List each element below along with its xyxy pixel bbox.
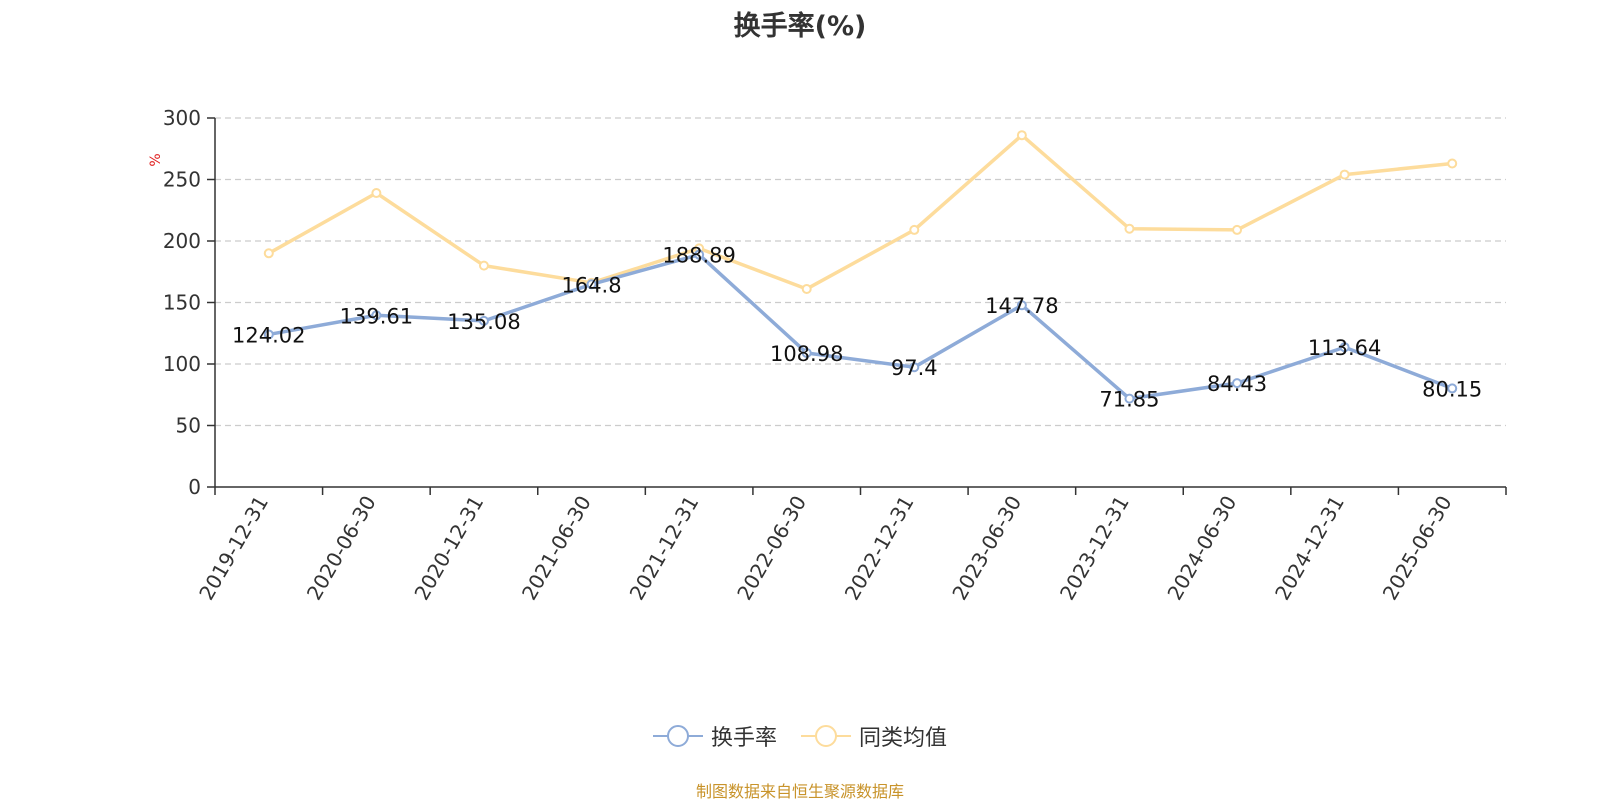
legend-marker-icon: [801, 725, 851, 747]
data-point: [909, 362, 920, 373]
source-note: 制图数据来自恒生聚源数据库: [695, 782, 904, 801]
data-label: 124.02: [232, 323, 305, 347]
data-label: 139.61: [340, 304, 413, 328]
gridlines: [215, 117, 1506, 427]
data-label: 84.43: [1207, 372, 1267, 396]
data-label: 188.89: [662, 244, 735, 268]
data-point: [1124, 223, 1135, 234]
data-label: 80.15: [1422, 377, 1482, 401]
data-point: [586, 279, 597, 290]
y-tick-label: 50: [176, 414, 201, 438]
data-point: [801, 347, 812, 358]
x-tick-label: 2020-12-31: [409, 492, 488, 605]
y-tick-label: 300: [163, 106, 201, 130]
series: [263, 130, 1458, 404]
x-tick-label: 2019-12-31: [194, 492, 273, 605]
data-point: [694, 249, 705, 260]
x-tick-label: 2022-06-30: [732, 492, 811, 605]
x-tick-label: 2021-12-31: [625, 492, 704, 605]
data-point: [1016, 300, 1027, 311]
data-point: [1232, 378, 1243, 389]
data-point: [478, 260, 489, 271]
x-tick-label: 2021-06-30: [517, 492, 596, 605]
y-axis-label: %: [148, 153, 164, 166]
legend-circle: [815, 725, 837, 747]
data-point: [371, 188, 382, 199]
legend-marker-icon: [652, 725, 703, 747]
legend-label: 换手率: [710, 726, 777, 751]
x-tick-label: 2020-06-30: [302, 492, 381, 605]
data-label: 164.8: [561, 273, 621, 297]
x-tick-label: 2024-06-30: [1162, 492, 1241, 605]
x-tick-label: 2023-12-31: [1055, 492, 1134, 605]
series-line: [268, 252, 1453, 401]
y-tick-label: 150: [163, 291, 201, 315]
data-point: [909, 224, 920, 235]
legend-item[interactable]: 同类均值: [801, 720, 947, 752]
data-label: 71.85: [1099, 388, 1159, 412]
chart-title: 换手率(%): [733, 11, 867, 42]
data-point: [263, 329, 274, 340]
y-tick-label: 0: [188, 475, 201, 499]
data-point: [1124, 393, 1135, 404]
x-tick-label: 2025-06-30: [1378, 492, 1457, 605]
data-labels: 124.02 139.61 135.08 164.8 188.89 108.98 97.4 1…: [232, 244, 1482, 412]
data-point: [478, 315, 489, 326]
data-label: 113.64: [1308, 336, 1381, 360]
x-tick-label: 2022-12-31: [840, 492, 919, 605]
data-point: [801, 283, 812, 294]
data-label: 135.08: [447, 310, 520, 334]
y-tick-label: 250: [163, 168, 201, 192]
data-point: [371, 310, 382, 321]
data-point: [1339, 342, 1350, 353]
data-point: [1016, 130, 1027, 141]
data-point: [1447, 383, 1458, 394]
legend-label: 同类均值: [859, 726, 948, 751]
data-point: [1447, 158, 1458, 169]
series-line: [267, 133, 1453, 291]
legend-circle: [666, 725, 689, 747]
y-tick-label: 100: [163, 352, 201, 376]
data-point: [263, 248, 274, 259]
x-tick-label: 2023-06-30: [947, 492, 1026, 605]
data-label: 108.98: [770, 342, 843, 366]
x-tick-label: 2024-12-31: [1270, 492, 1349, 605]
legend: 换手率 同类均值: [0, 720, 1600, 752]
data-point: [1339, 169, 1350, 180]
y-tick-label: 200: [163, 229, 201, 253]
data-label: 97.4: [891, 356, 938, 380]
data-point: [1232, 224, 1243, 235]
legend-item[interactable]: 换手率: [652, 720, 777, 752]
line-chart: 0 50 100 150 200 250 300% 2019-12-31 2020-06-30 2…: [148, 106, 1507, 605]
data-label: 147.78: [985, 294, 1058, 318]
